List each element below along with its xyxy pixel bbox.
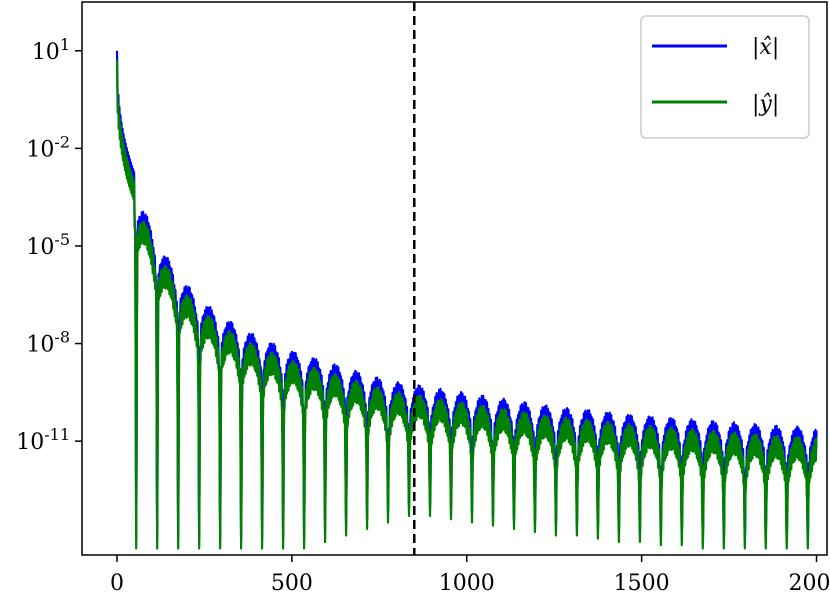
legend: |x̂| |ŷ| xyxy=(640,15,810,139)
y-axis: 101 10-2 10-5 10-8 10-11 xyxy=(16,35,82,455)
y-tick-label: 10-2 xyxy=(26,132,70,162)
x-tick-label: 1500 xyxy=(614,571,670,596)
x-tick-label: 2000 xyxy=(789,571,830,596)
y-tick-label: 10-11 xyxy=(16,425,70,455)
x-axis: 0 500 1000 1500 2000 xyxy=(110,555,830,596)
legend-box xyxy=(640,15,810,139)
plot-area xyxy=(81,1,828,556)
series-line-y xyxy=(115,60,818,550)
y-tick-label: 101 xyxy=(32,35,70,65)
y-tick-label: 10-5 xyxy=(26,230,70,260)
y-tick-label: 10-8 xyxy=(26,328,70,358)
legend-label-y: |ŷ| xyxy=(752,92,779,117)
x-tick-label: 500 xyxy=(271,571,313,596)
x-tick-label: 0 xyxy=(110,571,124,596)
x-tick-label: 1000 xyxy=(439,571,495,596)
plot-frame xyxy=(81,1,828,556)
legend-label-x: |x̂| xyxy=(752,35,779,60)
series-layer xyxy=(115,50,818,550)
